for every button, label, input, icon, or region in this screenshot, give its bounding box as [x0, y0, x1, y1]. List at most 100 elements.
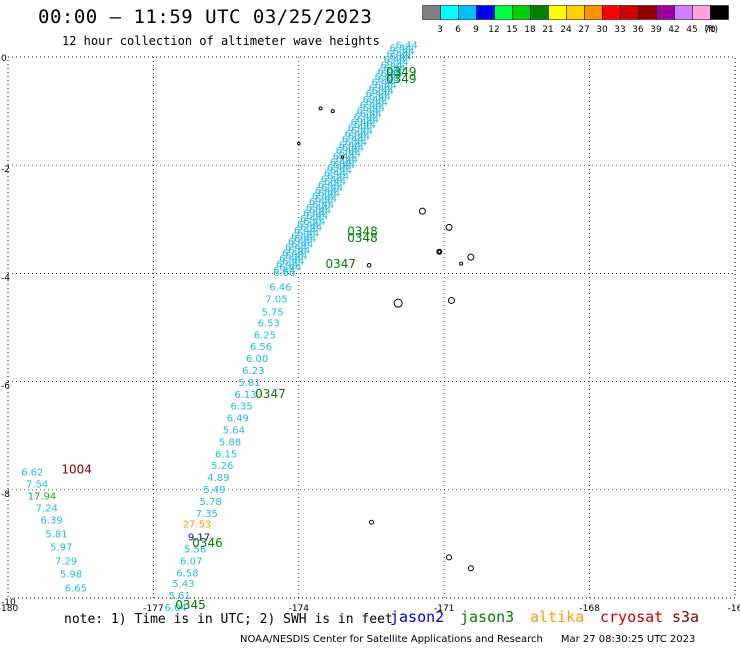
track-swh-label: 6.44 — [276, 260, 298, 271]
track-swh-label: 6.44 — [389, 52, 411, 63]
track-swh-label: 6.44 — [330, 166, 352, 177]
track-swh-label: 6.44 — [291, 231, 313, 242]
swh-value-label: 27.53 — [183, 520, 212, 531]
swh-value-label: 5.81 — [238, 378, 260, 389]
pass-time-label: 0349 — [386, 72, 417, 86]
swh-value-label: 5.56 — [184, 545, 206, 556]
swh-value-label: 6.23 — [242, 366, 264, 377]
pass-time-label: 0345 — [175, 598, 206, 612]
swh-value-label: 7.54 — [26, 480, 48, 491]
island-outline — [447, 296, 455, 304]
swh-value-label: 5.88 — [219, 437, 241, 448]
swh-value-label: 7.05 — [265, 295, 287, 306]
island-outline — [445, 223, 453, 231]
island-outline — [393, 298, 403, 308]
swh-value-label: 6.49 — [227, 414, 249, 425]
track-swh-label: 6.44 — [354, 112, 376, 123]
swh-value-label: 6.62 — [21, 468, 43, 479]
colorbar-tick-label: 45 — [686, 25, 697, 35]
track-swh-label: 6.44 — [386, 58, 408, 69]
track-swh-label: 6.44 — [303, 217, 325, 228]
pass-time-label: 1004 — [61, 463, 92, 477]
track-swh-label: 6.44 — [288, 245, 310, 256]
track-swh-label: 6.44 — [360, 100, 382, 111]
track-swh-label: 6.44 — [378, 66, 400, 77]
track-swh-label: 6.44 — [294, 226, 316, 237]
track-swh-label: 6.44 — [306, 211, 328, 222]
track-swh-label: 6.44 — [369, 83, 391, 94]
track-swh-label: 6.44 — [279, 262, 301, 273]
x-tick-label: -171 — [434, 604, 454, 614]
x-tick-label: -180 — [0, 604, 18, 614]
swh-value-label: 6.65 — [65, 584, 87, 595]
swh-value-label: 5.49 — [203, 485, 225, 496]
track-swh-label: 6.44 — [279, 254, 301, 265]
footer-note: note: 1) Time is in UTC; 2) SWH is in fe… — [64, 612, 393, 627]
track-swh-label: 6.44 — [348, 132, 370, 143]
swh-value-label: 5.26 — [211, 461, 233, 472]
swh-value-label: 6.15 — [215, 449, 237, 460]
island-outline — [467, 565, 474, 572]
track-swh-label: 6.44 — [345, 137, 367, 148]
track-swh-label: 6.44 — [339, 140, 361, 151]
track-swh-label: 6.44 — [294, 234, 316, 245]
track-swh-label: 6.44 — [321, 174, 343, 185]
track-swh-label: 6.44 — [345, 129, 367, 140]
track-swh-label: 6.44 — [312, 200, 334, 211]
colorbar-tick-label: 27 — [578, 25, 589, 35]
colorbar-tick-label: 18 — [524, 25, 536, 35]
track-swh-label: 6.44 — [348, 123, 370, 134]
island-outline — [436, 248, 443, 255]
track-swh-label: 6.44 — [366, 97, 388, 108]
track-swh-label: 6.44 — [386, 49, 408, 60]
x-tick-label: -177 — [143, 604, 163, 614]
colorbar-tick-label: 42 — [668, 25, 679, 35]
swh-value-label: 5.64 — [223, 426, 245, 437]
island-outline — [330, 109, 335, 114]
island-outline — [369, 519, 374, 525]
colorbar-tick-label: 30 — [596, 25, 608, 35]
colorbar-tick-label: 36 — [632, 25, 644, 35]
track-swh-label: 6.44 — [342, 135, 364, 146]
plot-frame — [7, 56, 736, 599]
sat-legend-cryosat: cryosat — [600, 608, 664, 626]
track-swh-label: 6.44 — [381, 69, 403, 80]
swh-value-label: 6.56 — [250, 342, 272, 353]
swh-value-label: 5.78 — [199, 497, 221, 508]
swh-value-label: 6.53 — [258, 318, 280, 329]
track-swh-label: 6.44 — [315, 186, 337, 197]
swh-value-label: 5.81 — [45, 529, 67, 540]
sat-legend-jason3: jason3 — [460, 608, 515, 626]
swh-value-label: 6.25 — [254, 330, 276, 341]
island-outline — [366, 262, 372, 268]
track-swh-label: 6.44 — [315, 194, 337, 205]
colorbar-unit-label: (ft) — [704, 25, 718, 35]
track-swh-label: 6.44 — [351, 118, 373, 129]
y-tick-label: -4 — [1, 273, 10, 283]
track-swh-label: 6.44 — [282, 257, 304, 268]
track-swh-label: 6.44 — [297, 228, 319, 239]
track-swh-label: 6.44 — [303, 209, 325, 220]
track-swh-label: 6.44 — [306, 203, 328, 214]
track-swh-label: 6.44 — [309, 197, 331, 208]
pass-time-label: 0346 — [192, 536, 223, 550]
swh-value-label: 6.04 — [165, 603, 187, 614]
pass-time-label: 0347 — [255, 387, 286, 401]
track-swh-label: 6.44 — [366, 89, 388, 100]
track-swh-label: 6.44 — [372, 78, 394, 89]
track-swh-label: 6.44 — [375, 72, 397, 83]
swh-value-label: 5.97 — [50, 542, 72, 553]
credit-org: NOAA/NESDIS Center for Satellite Applica… — [240, 634, 543, 645]
track-swh-label: 6.44 — [324, 169, 346, 180]
track-swh-label: 6.44 — [380, 61, 402, 72]
swh-value-label: 6.00 — [246, 354, 268, 365]
island-outline — [418, 207, 426, 215]
swh-value-label: 5.98 — [60, 569, 82, 580]
swh-value-label: 5.61 — [168, 591, 190, 602]
track-swh-label: 6.44 — [384, 63, 406, 74]
y-tick-label: 0 — [1, 54, 7, 64]
colorbar-swatch — [710, 5, 729, 20]
track-swh-label: 6.44 — [372, 86, 394, 97]
track-swh-label: 6.44 — [285, 243, 307, 254]
pass-time-label: 0347 — [325, 257, 356, 271]
